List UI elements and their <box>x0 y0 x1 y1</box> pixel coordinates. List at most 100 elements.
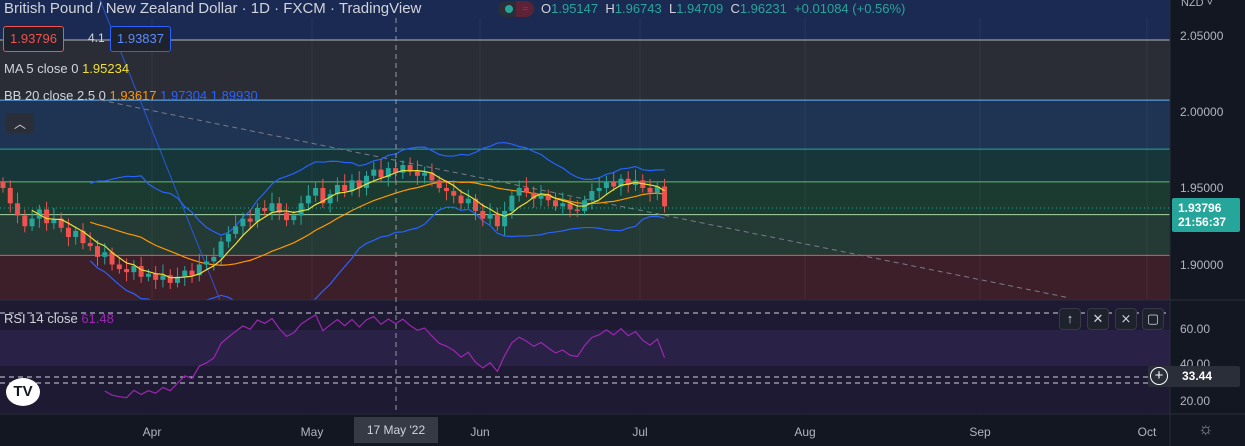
candle <box>553 200 559 207</box>
candle <box>589 191 595 201</box>
market-status-toggle[interactable]: ≈ <box>498 1 534 17</box>
candle <box>342 184 348 192</box>
sell-button[interactable]: 1.93796 <box>3 26 64 52</box>
buy-button[interactable]: 1.93837 <box>110 26 171 52</box>
candle <box>0 181 6 188</box>
ma-legend[interactable]: MA 5 close 0 1.95234 <box>4 61 130 76</box>
candle <box>262 207 268 211</box>
candle <box>73 230 79 237</box>
candle <box>436 180 442 188</box>
rsi-legend[interactable]: RSI 14 close 61.48 <box>4 311 114 326</box>
maximize-pane-button[interactable]: ▢ <box>1142 308 1164 330</box>
time-tick: May <box>300 425 324 439</box>
candle <box>153 273 159 280</box>
candle <box>80 230 86 244</box>
time-tick: Sep <box>969 425 991 439</box>
candle <box>167 275 173 283</box>
candle <box>429 172 435 181</box>
zone-band <box>0 0 1170 41</box>
candle <box>407 165 413 172</box>
candle <box>233 226 239 234</box>
candle <box>276 203 282 213</box>
market-open-icon <box>505 5 513 13</box>
time-tick: Jun <box>470 425 490 439</box>
data-feed-icon: ≈ <box>516 1 534 17</box>
candle <box>443 188 449 192</box>
candle <box>225 233 231 242</box>
candle <box>567 203 573 210</box>
add-plus-icon[interactable]: + <box>1150 367 1168 385</box>
move-pane-up-button[interactable]: ↑ <box>1059 308 1081 330</box>
candle <box>625 178 631 185</box>
candle <box>385 168 391 178</box>
candle <box>509 195 515 211</box>
candle <box>313 188 319 196</box>
spread-value: 4.1 <box>88 31 105 45</box>
candle <box>531 192 537 199</box>
candle <box>247 218 253 222</box>
candle <box>22 215 28 227</box>
candle <box>254 207 260 222</box>
candle <box>603 181 609 188</box>
candle <box>204 261 210 265</box>
candle <box>523 188 529 193</box>
chart-title: British Pound / New Zealand Dollar · 1D … <box>4 0 422 17</box>
candle <box>131 266 137 273</box>
time-tick: Apr <box>142 425 162 439</box>
candle <box>218 241 224 257</box>
candle <box>487 214 493 219</box>
collapse-legend-button[interactable]: ︿ <box>6 113 34 133</box>
tradingview-logo[interactable]: TV <box>6 378 40 406</box>
candle <box>269 203 275 211</box>
candle <box>320 188 326 204</box>
candle <box>305 195 311 204</box>
candle <box>15 203 21 216</box>
settings-gear-icon[interactable]: ☼ <box>1198 419 1214 438</box>
candle <box>596 188 602 192</box>
rsi-crosshair-label: 33.44 <box>1148 366 1240 387</box>
candle <box>647 188 653 193</box>
candle <box>240 218 246 227</box>
candle <box>422 172 428 176</box>
candle <box>473 198 479 211</box>
candle <box>182 270 188 277</box>
candle <box>196 264 202 276</box>
candle <box>138 266 144 277</box>
candle <box>371 169 377 176</box>
candle <box>364 175 369 188</box>
candle <box>349 180 355 192</box>
rsi-line <box>104 313 666 399</box>
candle <box>574 209 580 211</box>
time-tick: Oct <box>1137 425 1157 439</box>
zone-band <box>0 255 1170 300</box>
candle <box>58 218 64 228</box>
candle <box>458 195 464 204</box>
last-price-label: 1.93796 21:56:37 <box>1172 198 1240 232</box>
rsi-band <box>0 330 1170 366</box>
collapse-pane-button[interactable]: ⨯ <box>1115 308 1137 330</box>
candle <box>356 180 362 188</box>
time-tick: Aug <box>794 425 816 439</box>
candle <box>451 191 457 196</box>
candle <box>378 169 384 178</box>
candle <box>65 227 71 237</box>
candle <box>109 252 115 265</box>
candle <box>298 203 304 216</box>
candle <box>174 276 180 283</box>
candle <box>611 181 617 187</box>
candle <box>95 246 101 257</box>
bb-basis-line <box>90 181 665 266</box>
bb-legend[interactable]: BB 20 close 2.5 0 1.93617 1.97304 1.8993… <box>4 88 258 103</box>
price-tick: 2.05000 <box>1180 29 1224 43</box>
candle <box>51 218 57 224</box>
candle <box>545 194 551 201</box>
candle <box>662 186 668 207</box>
candle <box>618 178 624 187</box>
close-pane-button[interactable]: ✕ <box>1087 308 1109 330</box>
rsi-tick: 20.00 <box>1180 394 1211 408</box>
candle <box>480 210 486 219</box>
currency-selector[interactable]: NZD ˅ <box>1181 0 1214 9</box>
bb-upper-line <box>90 141 665 236</box>
price-tick: 1.95000 <box>1180 181 1224 195</box>
